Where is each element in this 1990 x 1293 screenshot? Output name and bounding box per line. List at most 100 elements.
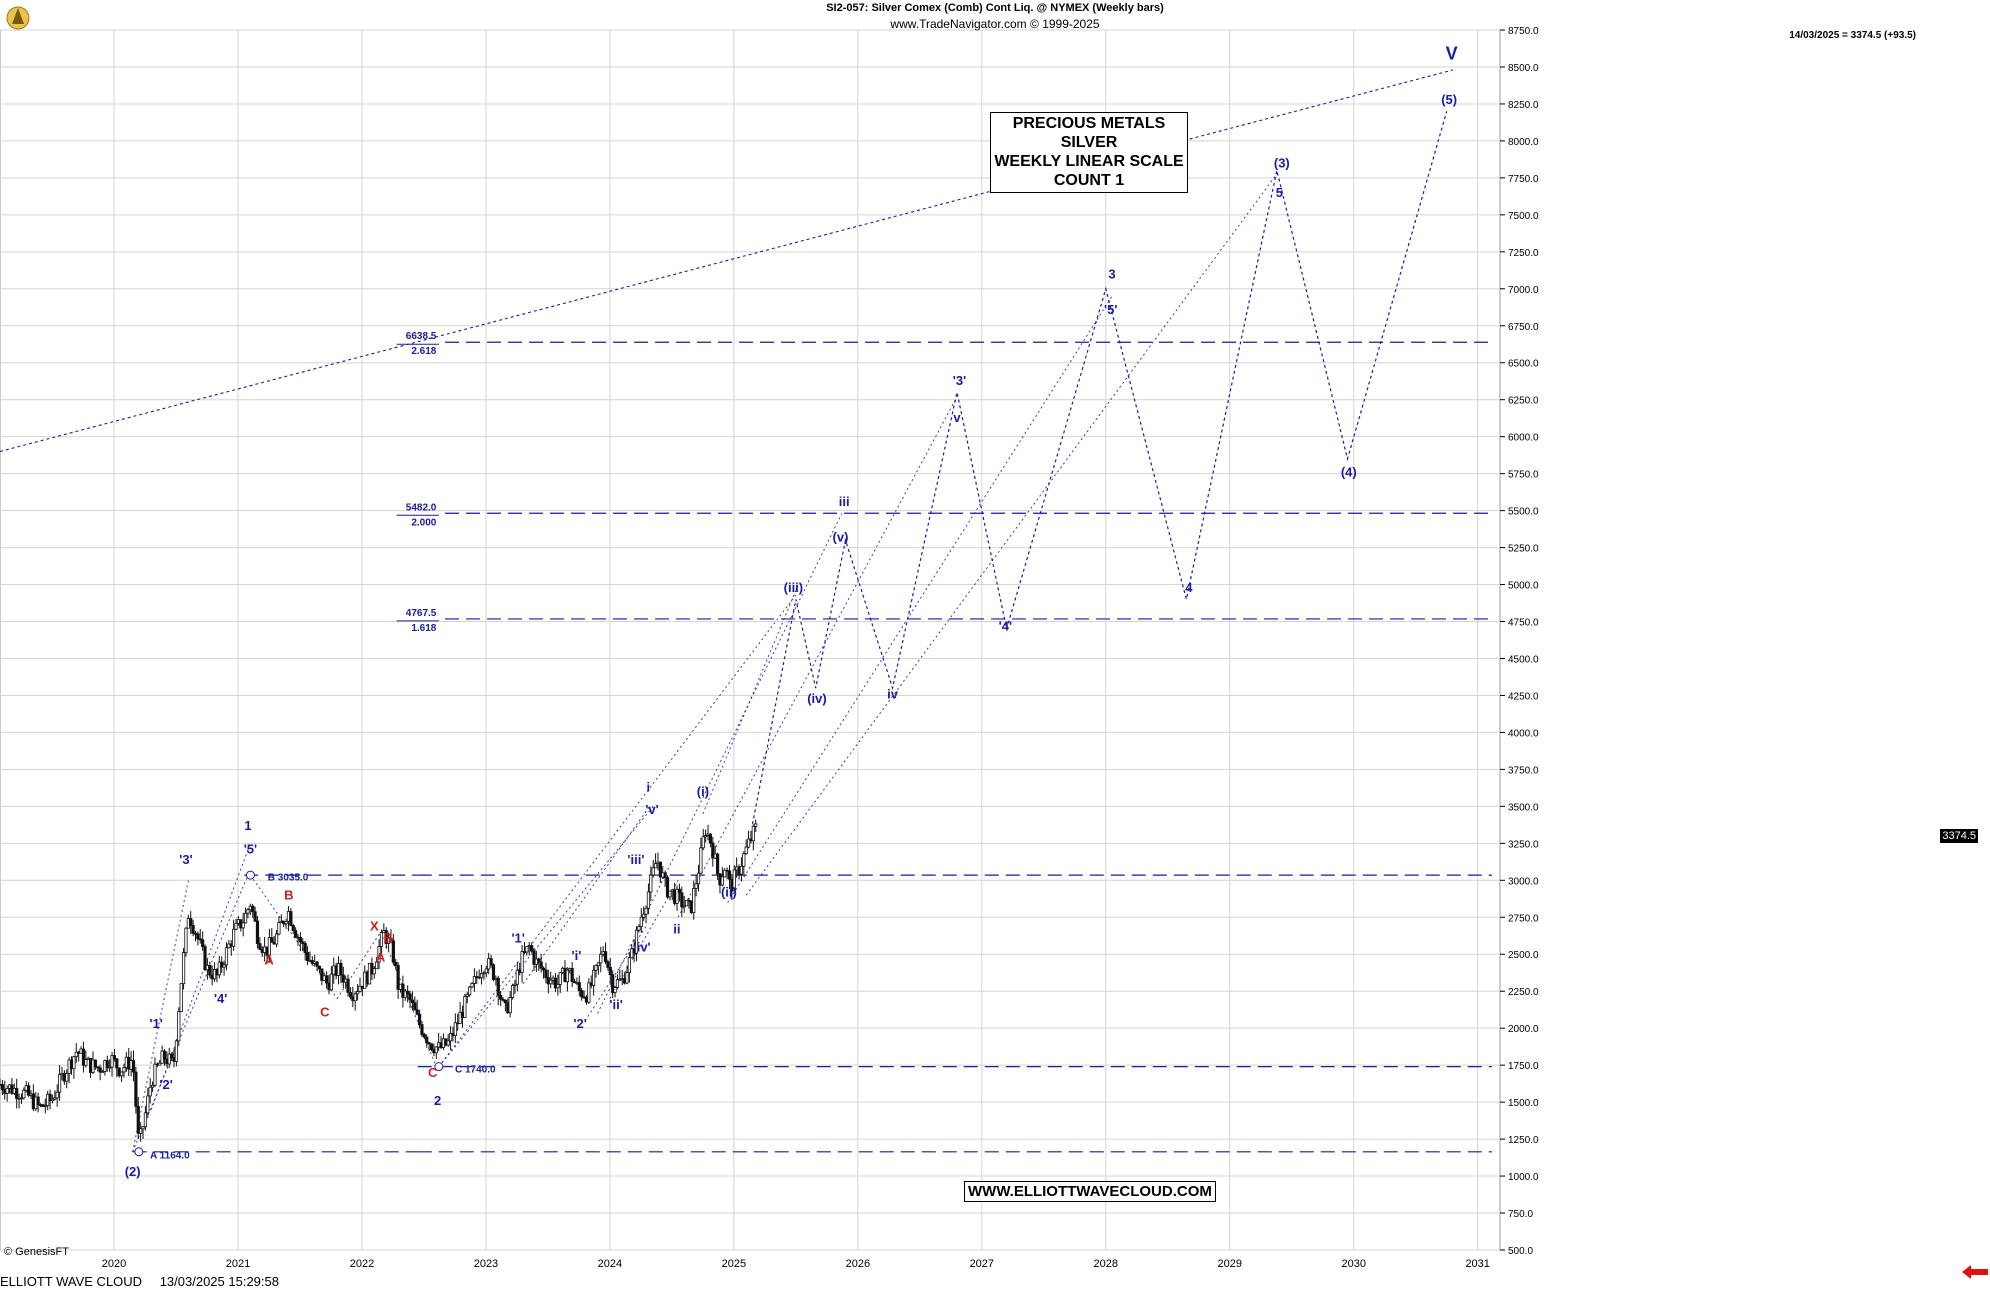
candle-body: [0, 1084, 4, 1091]
candle-body: [434, 1046, 438, 1054]
candle-body: [549, 979, 553, 985]
candle-body: [150, 1084, 155, 1088]
candle-body: [53, 1097, 57, 1100]
y-tick-label: 1000.0: [1508, 1172, 1539, 1183]
last-price-tag: 3374.5: [1940, 829, 1978, 843]
candle-body: [577, 982, 581, 991]
candle-body: [491, 964, 496, 980]
channel-guide-line: [336, 931, 381, 999]
candle-body: [346, 978, 350, 993]
candle-body: [134, 1071, 138, 1107]
scroll-left-arrow-icon[interactable]: [1962, 1265, 1988, 1279]
wave-label: '5': [1104, 302, 1117, 317]
x-tick-label: 2023: [474, 1258, 498, 1270]
wave-label: 'v': [645, 802, 658, 817]
wave-label: (v): [833, 530, 849, 545]
candle-body: [22, 1089, 26, 1099]
candle-body: [325, 975, 329, 984]
info-line-1: PRECIOUS METALS: [1012, 115, 1166, 132]
candle-body: [384, 930, 388, 944]
candle-body: [355, 991, 360, 995]
candle-body: [196, 933, 200, 940]
candle-body: [72, 1056, 76, 1070]
candle-body: [415, 1009, 419, 1015]
candle-body: [727, 870, 732, 880]
candle-body: [530, 945, 534, 952]
wave-label: (ii): [721, 885, 737, 900]
candle-body: [606, 961, 610, 968]
candle-body: [599, 953, 603, 964]
channel-guide-line: [727, 295, 1113, 903]
x-tick-label: 2026: [846, 1258, 870, 1270]
candle-body: [27, 1085, 31, 1096]
candle-body: [594, 965, 598, 971]
x-tick-label: 2027: [970, 1258, 994, 1270]
candle-body: [246, 909, 250, 914]
wave-label: '3': [179, 852, 192, 867]
candle-body: [294, 930, 298, 938]
y-tick-label: 8250.0: [1508, 100, 1539, 111]
fib-level-ratio: 2.618: [411, 346, 436, 357]
wave-label: '4': [999, 618, 1012, 633]
candle-body: [232, 928, 236, 947]
x-tick-label: 2025: [722, 1258, 746, 1270]
wave-label: 1: [244, 818, 251, 833]
candle-body: [112, 1055, 117, 1060]
wave-label: (5): [1441, 92, 1457, 107]
candle-body: [394, 961, 398, 966]
candle-body: [639, 916, 643, 927]
candle-body: [55, 1091, 59, 1099]
wave-label: 2: [434, 1093, 441, 1108]
y-tick-label: 2250.0: [1508, 987, 1539, 998]
candle-body: [253, 911, 257, 922]
candle-body: [391, 940, 395, 963]
candle-body: [677, 888, 682, 894]
wave-label: 4: [1185, 580, 1193, 595]
y-tick-label: 2000.0: [1508, 1024, 1539, 1035]
candle-body: [711, 842, 715, 859]
wave-label: V: [1446, 44, 1458, 64]
channel-guide-line: [522, 806, 650, 985]
candle-body: [417, 1013, 422, 1025]
candle-body: [131, 1060, 136, 1073]
candle-body: [496, 977, 500, 996]
candle-body: [65, 1073, 69, 1082]
candle-body: [234, 922, 238, 930]
y-tick-label: 750.0: [1508, 1209, 1533, 1220]
candle-body: [544, 969, 548, 979]
plot-frame: [0, 29, 1501, 1251]
candle-body: [499, 994, 503, 1000]
candle-body: [625, 972, 629, 984]
candle-body: [81, 1048, 86, 1066]
candle-body: [572, 981, 577, 984]
candle-body: [420, 1024, 424, 1035]
y-tick-label: 3000.0: [1508, 876, 1539, 887]
wave-label: (i): [697, 784, 709, 799]
website-label: WWW.ELLIOTTWAVECLOUD.COM: [964, 1181, 1216, 1202]
y-tick-label: 7500.0: [1508, 211, 1539, 222]
candle-body: [468, 986, 472, 996]
pivot-marker: [134, 1147, 144, 1157]
y-tick-label: 2750.0: [1508, 913, 1539, 924]
candle-body: [379, 932, 384, 947]
wave-label: A 1164.0: [150, 1150, 190, 1161]
candle-body: [408, 993, 412, 1001]
candle-body: [513, 983, 517, 986]
candle-body: [537, 958, 541, 963]
pivot-marker: [245, 870, 255, 880]
candle-body: [153, 1063, 157, 1086]
x-tick-label: 2028: [1094, 1258, 1118, 1270]
candle-body: [520, 951, 524, 973]
y-tick-label: 1500.0: [1508, 1098, 1539, 1109]
candle-body: [754, 823, 758, 827]
candle-body: [96, 1066, 100, 1069]
y-tick-label: 3500.0: [1508, 802, 1539, 813]
candle-body: [143, 1112, 148, 1128]
candle-body: [148, 1086, 152, 1097]
y-tick-label: 6250.0: [1508, 396, 1539, 407]
channel-guide-line: [745, 170, 1280, 896]
candle-body: [425, 1036, 429, 1044]
candle-body: [565, 969, 569, 983]
fib-level-price: 6638.5: [406, 331, 437, 342]
candle-body: [270, 937, 274, 943]
